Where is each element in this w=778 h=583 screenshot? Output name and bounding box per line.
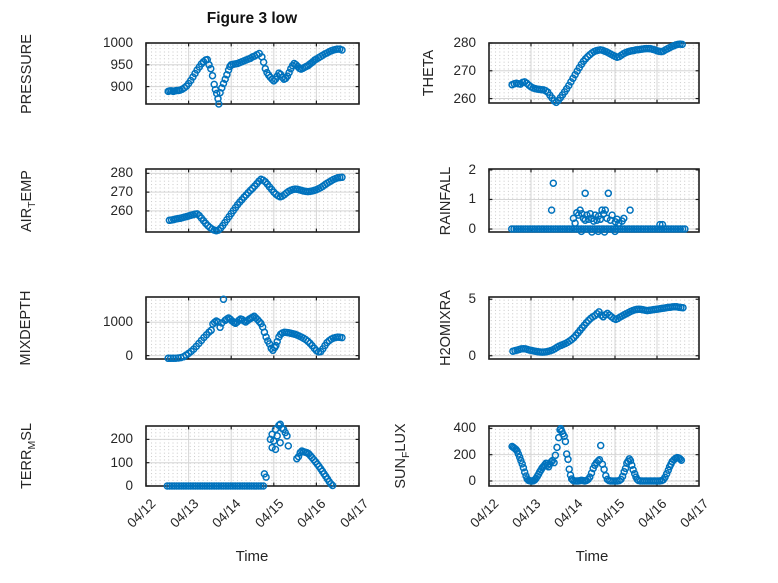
y-tick-label: 280 xyxy=(110,165,133,181)
y-tick-label: 1 xyxy=(468,191,476,207)
y-axis-label-sun_flux: SUNFLUX xyxy=(393,423,412,489)
subplot-h2omixra xyxy=(488,296,700,360)
subplot-terr_msl xyxy=(145,420,360,490)
markers-h2omixra xyxy=(509,302,687,356)
x-axis-label-left: Time xyxy=(235,548,269,565)
y-tick-label: 400 xyxy=(453,420,476,436)
y-tick-label: 200 xyxy=(110,431,133,447)
figure-title: Figure 3 low xyxy=(206,10,298,27)
markers-pressure xyxy=(164,45,346,108)
y-tick-label: 950 xyxy=(110,56,133,72)
y-tick-label: 2 xyxy=(468,161,476,177)
y-axis-label-air_temp: AIRTEMP xyxy=(19,169,38,232)
subplot-pressure xyxy=(145,42,360,108)
y-tick-label: 1000 xyxy=(102,314,133,330)
y-axis-label-mixdepth: MIXDEPTH xyxy=(18,290,34,366)
subplot-rainfall xyxy=(488,168,700,236)
y-tick-label: 260 xyxy=(110,202,133,218)
y-axis-label-theta: THETA xyxy=(421,49,437,97)
y-tick-label: 0 xyxy=(468,473,476,488)
y-tick-label: 0 xyxy=(125,478,133,493)
y-tick-label: 5 xyxy=(468,291,476,307)
y-tick-label: 0 xyxy=(468,347,476,363)
markers-rainfall xyxy=(507,179,689,236)
y-tick-label: 1000 xyxy=(102,35,133,50)
y-axis-label-terr_msl: TERRMSL xyxy=(19,423,38,489)
y-tick-label: 900 xyxy=(110,78,133,94)
markers-air_temp xyxy=(165,173,346,235)
subplot-sun_flux xyxy=(488,424,700,487)
markers-sun_flux xyxy=(508,424,686,485)
subplot-air_temp xyxy=(145,168,360,235)
x-axis-label-right: Time xyxy=(575,548,609,565)
markers-theta xyxy=(508,40,686,107)
y-axis-label-rainfall: RAINFALL xyxy=(438,166,454,235)
y-tick-label: 0 xyxy=(468,221,476,237)
y-tick-label: 100 xyxy=(110,454,133,470)
y-tick-label: 270 xyxy=(453,62,476,78)
y-tick-label: 260 xyxy=(453,90,476,106)
y-axis-label-h2omixra: H2OMIXRA xyxy=(438,290,454,366)
y-tick-label: 200 xyxy=(453,446,476,462)
y-tick-label: 280 xyxy=(453,35,476,50)
y-tick-label: 0 xyxy=(125,347,133,363)
subplot-theta xyxy=(488,40,700,107)
subplot-mixdepth xyxy=(145,295,360,363)
markers-mixdepth xyxy=(164,295,346,363)
markers-terr_msl xyxy=(163,420,337,490)
y-axis-label-pressure: PRESSURE xyxy=(19,33,35,114)
y-tick-label: 270 xyxy=(110,184,133,200)
